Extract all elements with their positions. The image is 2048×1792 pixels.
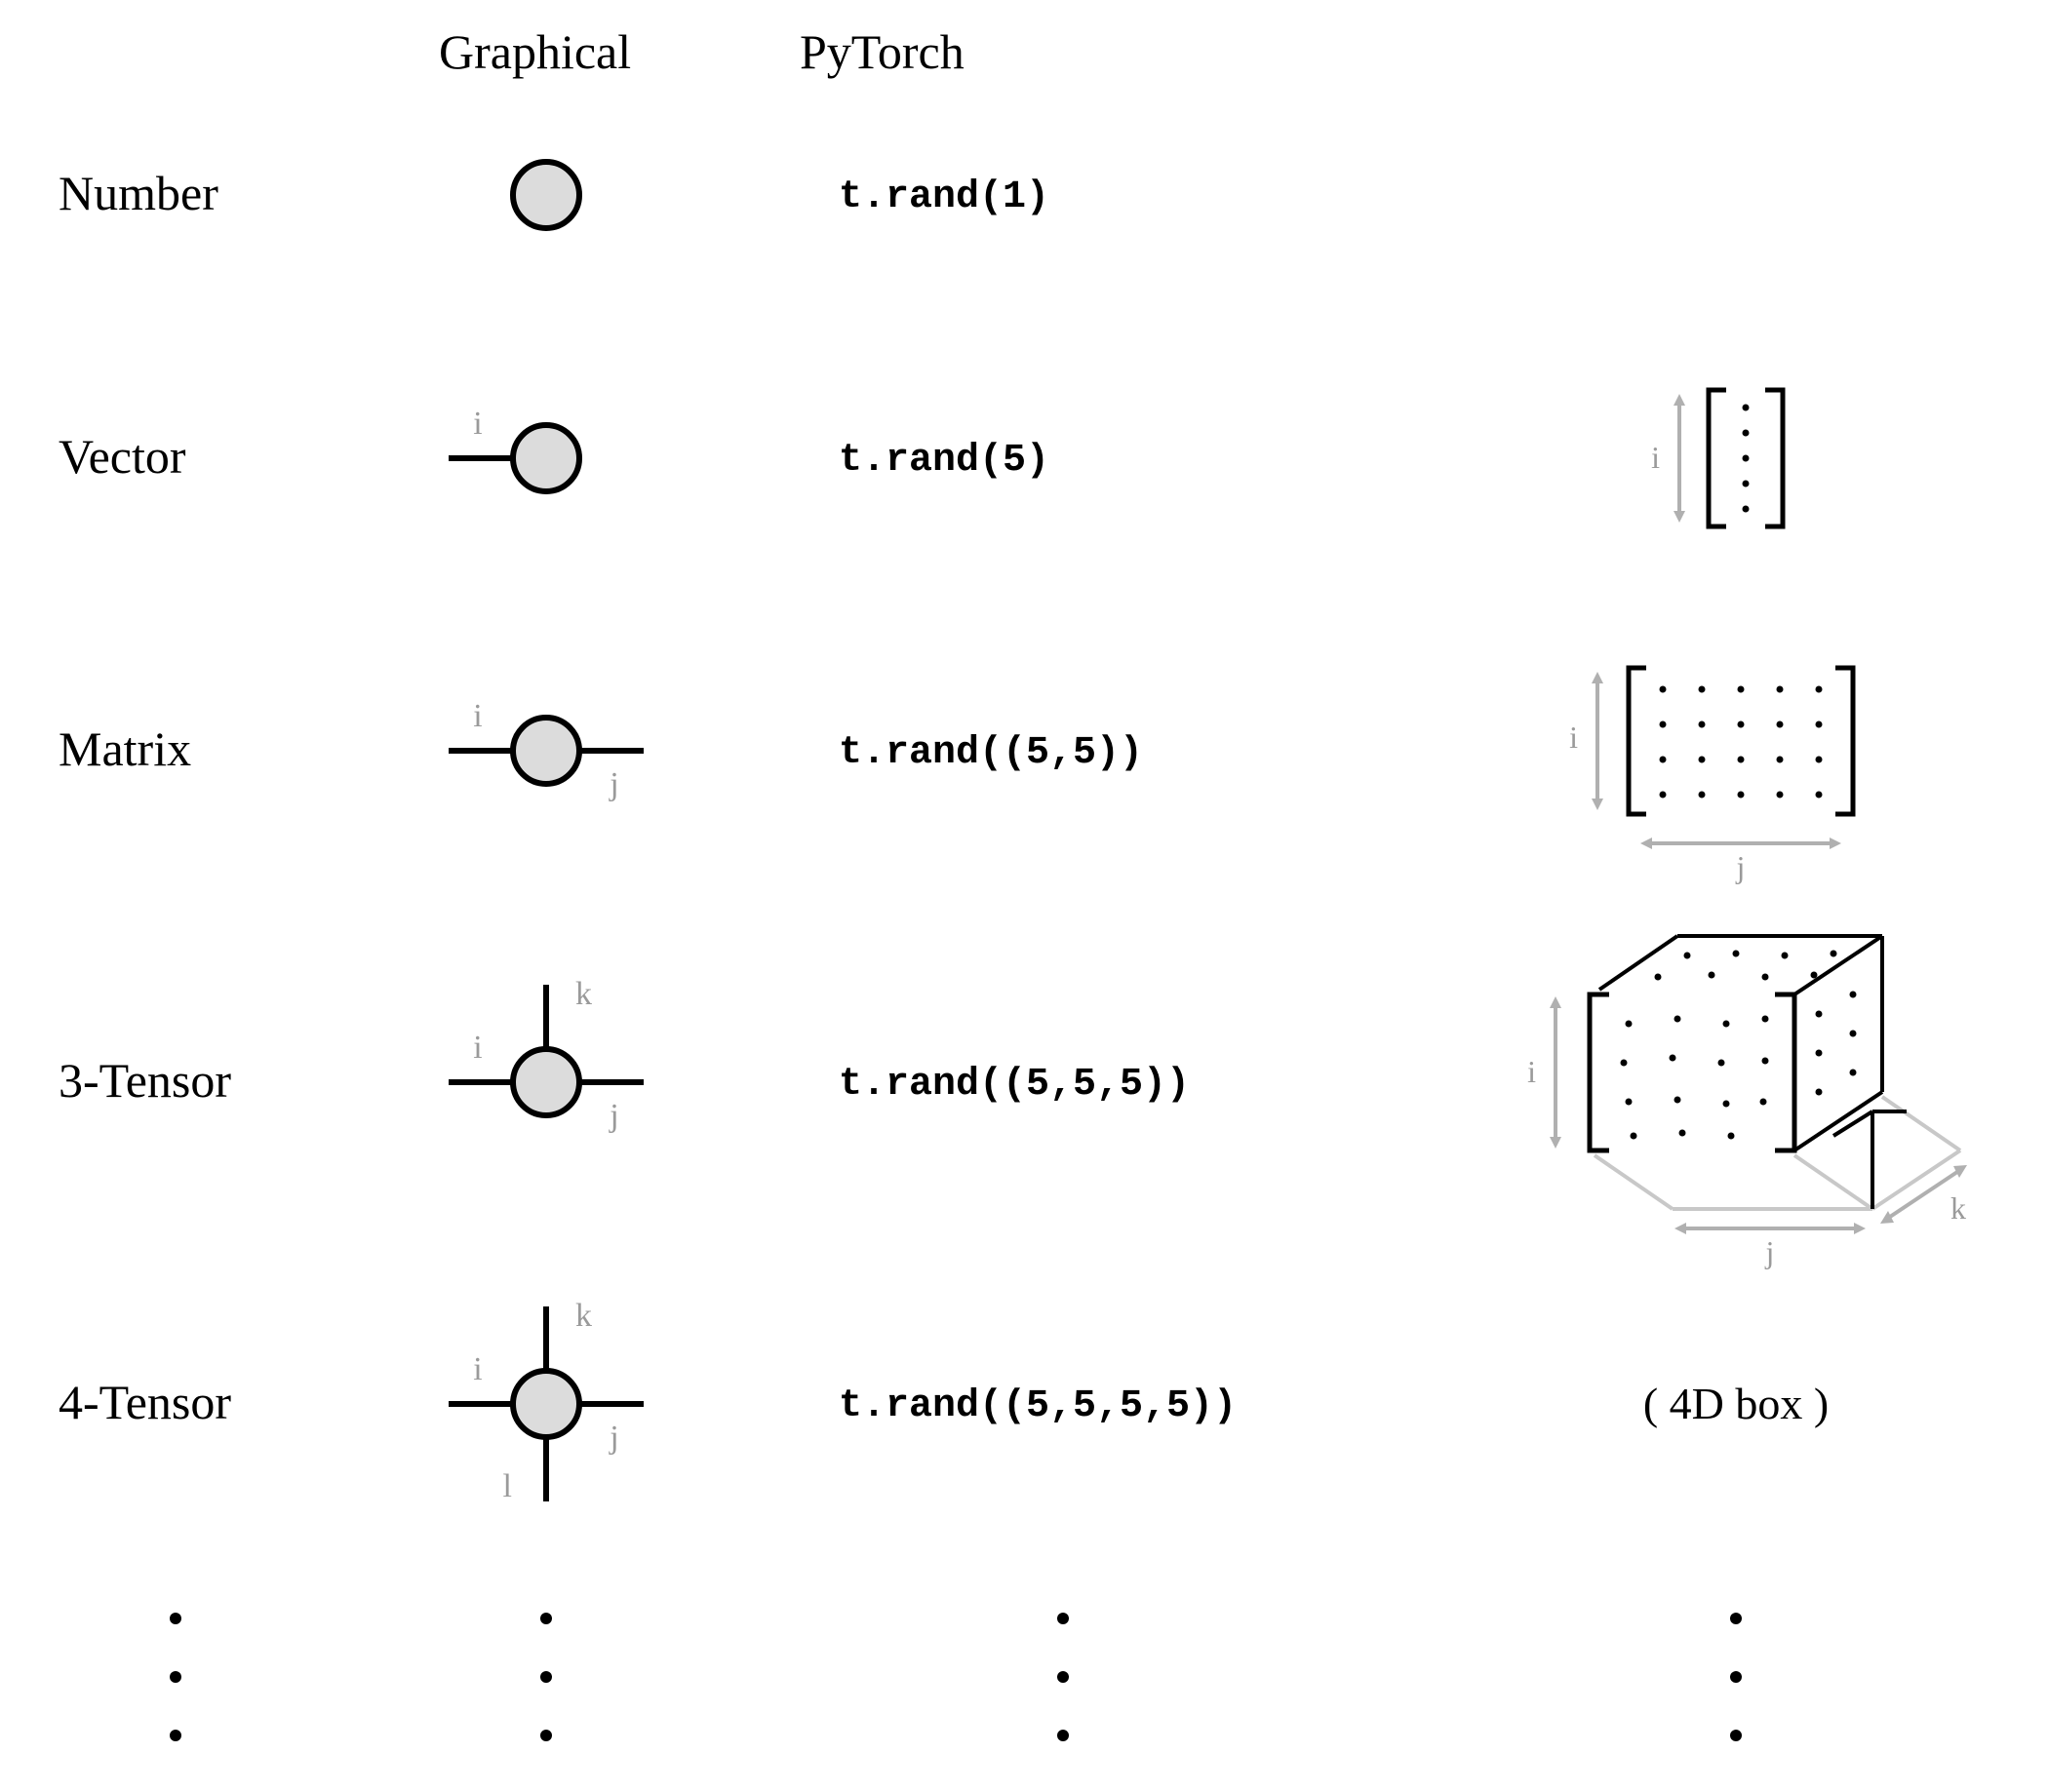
rowlabel-vector: Vector [59,429,186,484]
ellipsis-col4 [1730,1613,1742,1741]
graph-number [513,162,579,228]
vis-cube-k: k [1950,1190,1966,1226]
graph-vector: i [449,406,579,491]
ellipsis-col1 [170,1613,181,1741]
vis-cube-i: i [1527,1054,1536,1089]
header-pytorch: PyTorch [800,24,965,79]
code-number: t.rand(1) [839,175,1049,219]
tensor-notation-diagram: Graphical PyTorch Number t.rand(1) Vecto… [0,0,2048,1792]
vis-matrix-i: i [1569,720,1578,755]
vis-cube-j: j [1765,1234,1775,1269]
graph-tensor4: i j k l [449,1298,644,1504]
code-tensor4: t.rand((5,5,5,5)) [839,1384,1237,1428]
vis-cube: i j k [1527,936,1967,1269]
idx-t4-i: i [473,1351,482,1387]
rowlabel-matrix: Matrix [59,721,191,776]
graph-tensor3: i j k [449,976,644,1134]
idx-t3-i: i [473,1030,482,1066]
boxnote-4d: ( 4D box ) [1643,1379,1829,1428]
vis-matrix-j: j [1736,849,1746,884]
code-vector: t.rand(5) [839,439,1049,483]
idx-t4-l: l [503,1468,512,1504]
vis-matrix: i j [1569,668,1853,884]
vis-vector: i [1651,390,1783,526]
idx-vector-i: i [473,406,482,442]
idx-t4-j: j [609,1420,618,1456]
header-graphical: Graphical [439,24,631,79]
rowlabel-tensor3: 3-Tensor [59,1053,231,1108]
code-matrix: t.rand((5,5)) [839,731,1143,775]
graph-matrix: i j [449,698,644,802]
diagram-svg: Graphical PyTorch Number t.rand(1) Vecto… [0,0,2048,1792]
vis-vector-i: i [1651,440,1660,475]
code-tensor3: t.rand((5,5,5)) [839,1063,1190,1107]
idx-matrix-i: i [473,698,482,734]
ellipsis-col3 [1057,1613,1069,1741]
idx-t3-k: k [575,976,592,1012]
rowlabel-tensor4: 4-Tensor [59,1375,231,1429]
idx-t4-k: k [575,1298,592,1334]
ellipsis-col2 [540,1613,552,1741]
idx-t3-j: j [609,1098,618,1134]
rowlabel-number: Number [59,166,218,220]
idx-matrix-j: j [609,766,618,802]
